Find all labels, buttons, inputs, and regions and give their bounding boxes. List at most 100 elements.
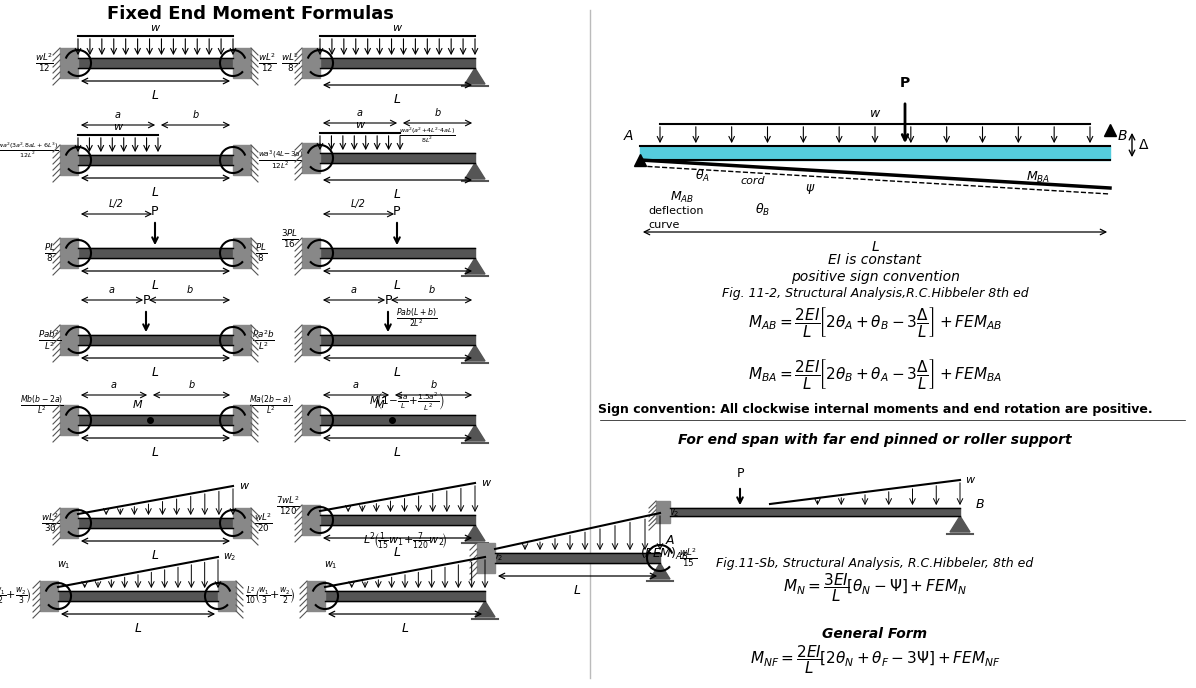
Text: w: w <box>392 23 402 33</box>
Bar <box>670 508 960 516</box>
Text: $\frac{wL^2}{20}$: $\frac{wL^2}{20}$ <box>254 512 273 534</box>
Text: A: A <box>666 534 675 547</box>
Text: Fig. 11-2, Structural Analysis,R.C.Hibbeler 8th ed: Fig. 11-2, Structural Analysis,R.C.Hibbe… <box>721 288 1029 301</box>
Text: $\Delta$: $\Delta$ <box>1139 138 1149 152</box>
Text: $\frac{Pab(L+b)}{2L^2}$: $\frac{Pab(L+b)}{2L^2}$ <box>396 307 438 331</box>
Polygon shape <box>649 563 670 579</box>
Text: L: L <box>393 446 401 459</box>
Text: b: b <box>434 108 440 118</box>
Text: $\frac{Mb(b-2a)}{L^2}$: $\frac{Mb(b-2a)}{L^2}$ <box>20 394 63 418</box>
Text: a: a <box>350 285 356 295</box>
Bar <box>60 145 78 175</box>
Text: $w_1$: $w_1$ <box>57 559 71 571</box>
Text: positive sign convention: positive sign convention <box>791 270 959 284</box>
Bar <box>218 581 236 611</box>
Text: L: L <box>871 240 879 254</box>
Text: w: w <box>869 107 880 120</box>
Bar <box>303 48 321 78</box>
Text: L: L <box>574 584 581 597</box>
Text: L: L <box>393 279 401 292</box>
Bar <box>655 501 670 523</box>
Text: $\frac{PL}{8}$: $\frac{PL}{8}$ <box>255 242 267 264</box>
Text: w: w <box>114 122 122 132</box>
Text: b: b <box>189 380 195 390</box>
Text: L/2: L/2 <box>109 199 124 209</box>
Text: L: L <box>152 446 159 459</box>
Text: $M_N = \dfrac{3EI}{L}\!\left[\theta_N - \Psi\right] + FEM_N$: $M_N = \dfrac{3EI}{L}\!\left[\theta_N - … <box>783 572 966 604</box>
Bar <box>39 581 57 611</box>
Bar <box>477 543 495 573</box>
Text: w: w <box>151 23 159 33</box>
Text: L: L <box>152 366 159 379</box>
Bar <box>60 405 78 435</box>
Text: w: w <box>239 481 248 491</box>
Text: L: L <box>393 93 401 106</box>
Text: $M_{AB}$: $M_{AB}$ <box>670 190 694 205</box>
Text: $\theta_A$: $\theta_A$ <box>695 168 710 184</box>
Text: b: b <box>431 380 437 390</box>
Text: L: L <box>152 89 159 102</box>
Text: For end span with far end pinned or roller support: For end span with far end pinned or roll… <box>678 433 1072 447</box>
Text: $\frac{wL^2}{8}$: $\frac{wL^2}{8}$ <box>281 52 299 74</box>
Text: a: a <box>356 108 364 118</box>
Text: $\frac{wL^2}{15}$: $\frac{wL^2}{15}$ <box>678 547 697 569</box>
Polygon shape <box>465 425 486 441</box>
Text: b: b <box>193 110 199 120</box>
Bar <box>78 248 233 258</box>
Bar <box>303 405 321 435</box>
Text: b: b <box>428 285 434 295</box>
Text: $(FEM)_{AB}$: $(FEM)_{AB}$ <box>640 546 690 562</box>
Text: L: L <box>393 546 401 559</box>
Text: $\frac{PL}{8}$: $\frac{PL}{8}$ <box>44 242 56 264</box>
Text: a: a <box>353 380 359 390</box>
Bar <box>303 505 321 535</box>
Text: b: b <box>187 285 193 295</box>
Bar <box>321 335 475 345</box>
Text: $L^2\!\left(\!\frac{1}{15}w_1\!+\!\frac{7}{120}w_2\!\right)$: $L^2\!\left(\!\frac{1}{15}w_1\!+\!\frac{… <box>362 530 447 552</box>
Text: General Form: General Form <box>823 627 928 641</box>
Polygon shape <box>475 601 495 617</box>
Text: M: M <box>376 400 385 410</box>
Text: L: L <box>152 186 159 199</box>
Polygon shape <box>465 258 486 274</box>
Text: L: L <box>402 622 409 635</box>
Text: P: P <box>393 205 401 218</box>
Bar <box>233 48 251 78</box>
Text: $\theta_B$: $\theta_B$ <box>755 202 770 218</box>
Text: $M\!\left(1\!-\!\frac{3a}{L}\!+\!\frac{1.5a^2}{L^2}\right)$: $M\!\left(1\!-\!\frac{3a}{L}\!+\!\frac{1… <box>370 390 445 412</box>
Text: $\psi$: $\psi$ <box>805 182 816 196</box>
Text: $M_{NF} = \dfrac{2EI}{L}\!\left[2\theta_N + \theta_F - 3\Psi\right] + FEM_{NF}$: $M_{NF} = \dfrac{2EI}{L}\!\left[2\theta_… <box>750 643 1000 676</box>
Bar <box>78 518 233 528</box>
Text: $w_2$: $w_2$ <box>490 551 504 563</box>
Text: $\frac{wa^3(4L\!-\!3a)}{12L^2}$: $\frac{wa^3(4L\!-\!3a)}{12L^2}$ <box>258 149 304 171</box>
Text: a: a <box>109 285 115 295</box>
Bar <box>495 553 660 563</box>
Bar <box>60 508 78 538</box>
Text: $\frac{Pa^2b}{L^2}$: $\frac{Pa^2b}{L^2}$ <box>251 328 274 352</box>
Bar <box>233 325 251 355</box>
Bar <box>60 238 78 268</box>
Polygon shape <box>465 345 486 361</box>
Text: cord: cord <box>740 176 764 186</box>
Text: a: a <box>111 380 117 390</box>
Text: a: a <box>115 110 121 120</box>
Bar <box>303 143 321 173</box>
Text: B: B <box>1117 129 1127 143</box>
Bar <box>60 325 78 355</box>
Text: deflection: deflection <box>648 206 703 216</box>
Text: L: L <box>393 366 401 379</box>
Bar <box>307 581 325 611</box>
Text: $\frac{wL^2}{12}$: $\frac{wL^2}{12}$ <box>35 52 54 74</box>
Bar <box>233 145 251 175</box>
Bar <box>233 508 251 538</box>
Text: $M_{BA} = \dfrac{2EI}{L}\!\left[2\theta_B + \theta_A - 3\dfrac{\Delta}{L}\right]: $M_{BA} = \dfrac{2EI}{L}\!\left[2\theta_… <box>748 357 1002 391</box>
Bar <box>321 58 475 68</box>
Polygon shape <box>465 68 486 84</box>
Text: L: L <box>152 279 159 292</box>
Text: Fig.11-Sb, Structural Analysis, R.C.Hibbeler, 8th ed: Fig.11-Sb, Structural Analysis, R.C.Hibb… <box>716 557 1033 570</box>
Text: $w_2$: $w_2$ <box>222 551 237 563</box>
Text: $\frac{wL^2}{30}$: $\frac{wL^2}{30}$ <box>41 512 60 534</box>
Text: P: P <box>151 205 159 218</box>
Polygon shape <box>950 516 970 532</box>
Text: EI is constant: EI is constant <box>829 253 922 267</box>
